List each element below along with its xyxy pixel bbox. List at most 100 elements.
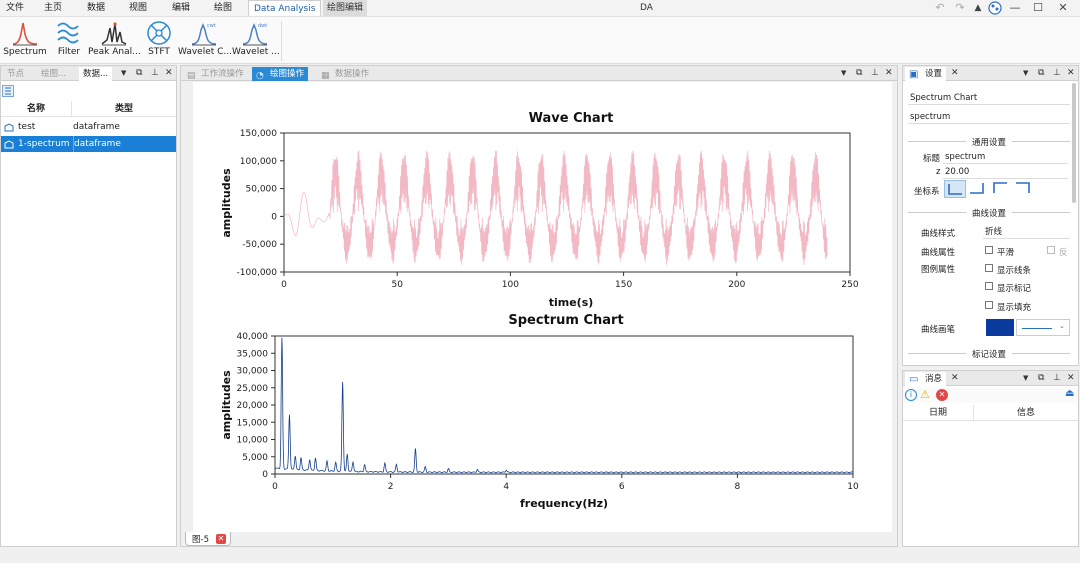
- panel-close-icon[interactable]: ✕: [165, 68, 173, 78]
- spectrum-ytick-label: 0: [262, 470, 268, 480]
- z-field[interactable]: 20.00: [943, 165, 1068, 179]
- menu-view[interactable]: 视图: [129, 3, 148, 13]
- panel-menu-icon[interactable]: ▼: [841, 69, 847, 77]
- column-info-header[interactable]: 信息: [973, 405, 1078, 421]
- tab-plots[interactable]: 绘图...: [41, 69, 67, 79]
- reverse-checkbox[interactable]: [1047, 246, 1055, 254]
- axes-label: 坐标系: [914, 187, 940, 197]
- tab-plot-ops[interactable]: ◔ 绘图操作: [252, 67, 309, 81]
- error-filter-icon[interactable]: ✕: [936, 389, 948, 401]
- menu-edit[interactable]: 编辑: [172, 3, 191, 13]
- pin-icon[interactable]: ⊥: [1053, 68, 1061, 78]
- collapse-ribbon-icon[interactable]: ▲: [974, 3, 982, 13]
- wavelet-dwt-button[interactable]: dwt Wavelet ...: [232, 19, 280, 63]
- tab-data[interactable]: 数据...: [79, 67, 113, 81]
- wavelet-cwt-button[interactable]: cwt Wavelet C...: [178, 19, 232, 63]
- cwt-badge: cwt: [207, 23, 216, 29]
- axes-top-left-button[interactable]: [990, 180, 1012, 198]
- theme-icon[interactable]: [985, 0, 1005, 16]
- peak-analysis-button[interactable]: Peak Anal...: [88, 19, 141, 63]
- panel-close-icon[interactable]: ✕: [1067, 373, 1075, 383]
- show-marker-checkbox[interactable]: [985, 282, 993, 290]
- wave-xlabel: time(s): [549, 296, 594, 309]
- column-name-header[interactable]: 名称: [26, 104, 45, 114]
- menu-plot-edit[interactable]: 绘图编辑: [323, 0, 368, 16]
- chevron-down-icon: ⌄: [1059, 322, 1065, 330]
- panel-close-icon[interactable]: ✕: [1067, 68, 1075, 78]
- tree-row-selected[interactable]: 1-spectrum dataframe: [1, 136, 176, 152]
- spectrum-ytick-label: 10,000: [237, 436, 269, 446]
- wave-ytick-label: 0: [271, 212, 277, 222]
- series-name-field[interactable]: spectrum: [908, 110, 1070, 124]
- info-filter-icon[interactable]: i: [905, 389, 917, 401]
- maximize-icon[interactable]: ☐: [1033, 1, 1043, 14]
- pen-style-select[interactable]: ⌄: [1016, 319, 1070, 336]
- chart-name-field[interactable]: Spectrum Chart: [908, 91, 1070, 105]
- menu-file[interactable]: 文件: [6, 3, 25, 13]
- clear-messages-icon[interactable]: ⏏: [1065, 388, 1075, 399]
- title-field[interactable]: spectrum: [943, 150, 1068, 164]
- close-tab-icon[interactable]: ✕: [216, 534, 226, 544]
- menu-data[interactable]: 数据: [87, 3, 106, 13]
- charts-svg[interactable]: Wave Chart 150,000 100,000 50,000 0 -50,000 -…: [193, 82, 892, 532]
- data-ops-icon: ▦: [321, 71, 330, 81]
- stft-button[interactable]: STFT: [144, 19, 174, 63]
- tab-nodes[interactable]: 节点: [7, 69, 25, 79]
- settings-scrollbar[interactable]: [1072, 83, 1076, 203]
- spectrum-button[interactable]: Spectrum: [2, 19, 48, 63]
- axes-bottom-right-button[interactable]: [967, 180, 989, 198]
- pin-icon[interactable]: ⊥: [151, 68, 159, 78]
- messages-tab-close-icon[interactable]: ✕: [951, 373, 959, 383]
- axes-bottom-left-button[interactable]: [944, 180, 966, 198]
- undo-icon[interactable]: ↶: [935, 1, 945, 14]
- list-view-icon[interactable]: [2, 85, 14, 97]
- tab-data-ops[interactable]: ▦ 数据操作: [321, 69, 370, 81]
- pen-color-swatch[interactable]: [986, 319, 1014, 336]
- pin-icon[interactable]: ⊥: [871, 68, 879, 78]
- column-date-header[interactable]: 日期: [928, 408, 947, 418]
- curve-style-select[interactable]: 折线: [983, 225, 1070, 239]
- smooth-checkbox[interactable]: [985, 246, 993, 254]
- filter-button[interactable]: Filter: [52, 19, 86, 63]
- minimize-icon[interactable]: —: [1009, 1, 1021, 14]
- figure-tab[interactable]: 图-5 ✕: [185, 532, 231, 546]
- wave-ytick-label: 50,000: [246, 185, 278, 195]
- pin-icon[interactable]: ⊥: [1053, 373, 1061, 383]
- menu-home[interactable]: 主页: [44, 3, 63, 13]
- show-line-label: 显示线条: [997, 266, 1032, 276]
- spectrum-y-axis: 40,000 35,000 30,000 25,000 20,000 15,000 10,0…: [237, 332, 275, 480]
- close-icon[interactable]: ✕: [1058, 1, 1068, 14]
- menu-plot[interactable]: 绘图: [214, 3, 233, 13]
- spectrum-plot-area[interactable]: [274, 335, 854, 475]
- float-icon[interactable]: ⧉: [1038, 68, 1045, 78]
- settings-panel: ▣ 设置 ✕ ▼ ⧉ ⊥ ✕ Spectrum Chart spectrum 通…: [902, 65, 1079, 366]
- panel-menu-icon[interactable]: ▼: [121, 69, 127, 77]
- tab-settings[interactable]: ▣ 设置: [905, 67, 947, 81]
- show-line-checkbox[interactable]: [985, 264, 993, 272]
- float-icon[interactable]: ⧉: [856, 68, 863, 78]
- axes-top-right-button[interactable]: [1013, 180, 1035, 198]
- float-icon[interactable]: ⧉: [136, 68, 143, 78]
- wave-xtick-label: 200: [728, 280, 745, 290]
- column-type-header[interactable]: 类型: [71, 101, 176, 117]
- figure-canvas[interactable]: Wave Chart 150,000 100,000 50,000 0 -50,000 -…: [193, 82, 892, 532]
- messages-panel: ▭ 消息 ✕ ▼ ⧉ ⊥ ✕ i ⚠ ✕ ⏏ 日期 信息: [902, 370, 1079, 547]
- settings-tabbar: ▣ 设置 ✕ ▼ ⧉ ⊥ ✕: [903, 66, 1078, 81]
- settings-tab-close-icon[interactable]: ✕: [951, 68, 959, 78]
- z-label: z: [936, 167, 941, 177]
- tree-row[interactable]: test dataframe: [1, 119, 176, 135]
- menu-data-analysis[interactable]: Data Analysis: [248, 0, 322, 16]
- spectrum-xtick-label: 8: [735, 482, 741, 492]
- tab-messages[interactable]: ▭ 消息: [905, 372, 947, 386]
- show-fill-checkbox[interactable]: [985, 301, 993, 309]
- title-label: 标题: [923, 154, 941, 164]
- warning-filter-icon[interactable]: ⚠: [920, 388, 930, 401]
- tab-workflow[interactable]: ▤ 工作流操作: [187, 69, 244, 81]
- panel-close-icon[interactable]: ✕: [885, 68, 893, 78]
- smooth-label: 平滑: [997, 248, 1015, 258]
- redo-icon[interactable]: ↷: [955, 1, 965, 14]
- panel-menu-icon[interactable]: ▼: [1023, 374, 1029, 382]
- float-icon[interactable]: ⧉: [1038, 373, 1045, 383]
- panel-menu-icon[interactable]: ▼: [1023, 69, 1029, 77]
- spectrum-ytick-label: 15,000: [237, 418, 269, 428]
